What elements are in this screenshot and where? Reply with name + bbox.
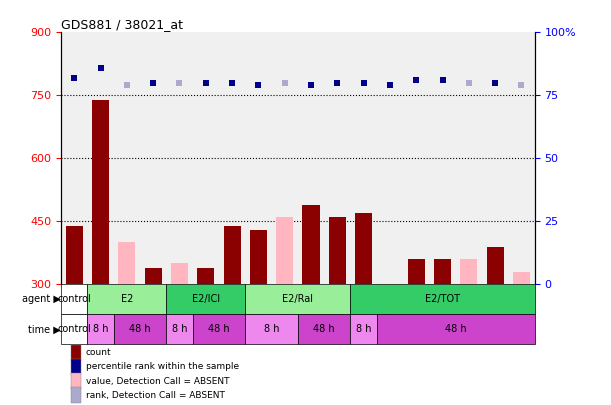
Text: 48 h: 48 h: [208, 324, 230, 334]
Text: 8 h: 8 h: [264, 324, 279, 334]
Bar: [381, 284, 398, 289]
Bar: [166, 314, 192, 344]
Bar: [513, 272, 530, 284]
Bar: [298, 314, 351, 344]
Text: GDS881 / 38021_at: GDS881 / 38021_at: [61, 18, 183, 31]
Bar: [377, 314, 535, 344]
Text: time ▶: time ▶: [28, 324, 61, 334]
Bar: [61, 314, 87, 344]
Bar: [66, 226, 83, 284]
Text: 48 h: 48 h: [445, 324, 467, 334]
Text: agent ▶: agent ▶: [22, 294, 61, 305]
Bar: [460, 259, 477, 284]
Text: E2: E2: [121, 294, 133, 305]
Bar: [70, 387, 81, 403]
Bar: [434, 259, 451, 284]
Bar: [355, 213, 372, 284]
Bar: [166, 284, 245, 314]
Text: E2/ICI: E2/ICI: [192, 294, 220, 305]
Bar: [171, 263, 188, 284]
Bar: [276, 217, 293, 284]
Bar: [87, 284, 166, 314]
Text: count: count: [86, 348, 111, 357]
Text: control: control: [57, 324, 91, 334]
Bar: [245, 284, 351, 314]
Text: 48 h: 48 h: [129, 324, 151, 334]
Text: 8 h: 8 h: [93, 324, 108, 334]
Text: control: control: [57, 294, 91, 305]
Bar: [61, 284, 87, 314]
Bar: [192, 314, 245, 344]
Bar: [250, 230, 267, 284]
Bar: [145, 268, 162, 284]
Bar: [224, 226, 241, 284]
Bar: [351, 284, 535, 314]
Text: E2/Ral: E2/Ral: [282, 294, 313, 305]
Bar: [408, 259, 425, 284]
Bar: [114, 314, 166, 344]
Bar: [329, 217, 346, 284]
Text: E2/TOT: E2/TOT: [425, 294, 460, 305]
Bar: [87, 314, 114, 344]
Bar: [119, 243, 136, 284]
Bar: [351, 314, 377, 344]
Bar: [245, 314, 298, 344]
Text: value, Detection Call = ABSENT: value, Detection Call = ABSENT: [86, 377, 229, 386]
Text: percentile rank within the sample: percentile rank within the sample: [86, 362, 239, 371]
Text: 48 h: 48 h: [313, 324, 335, 334]
Bar: [70, 373, 81, 389]
Text: 8 h: 8 h: [172, 324, 187, 334]
Bar: [486, 247, 503, 284]
Text: rank, Detection Call = ABSENT: rank, Detection Call = ABSENT: [86, 391, 225, 400]
Text: 8 h: 8 h: [356, 324, 371, 334]
Bar: [70, 359, 81, 375]
Bar: [302, 205, 320, 284]
Bar: [92, 100, 109, 284]
Bar: [70, 345, 81, 361]
Bar: [197, 268, 214, 284]
